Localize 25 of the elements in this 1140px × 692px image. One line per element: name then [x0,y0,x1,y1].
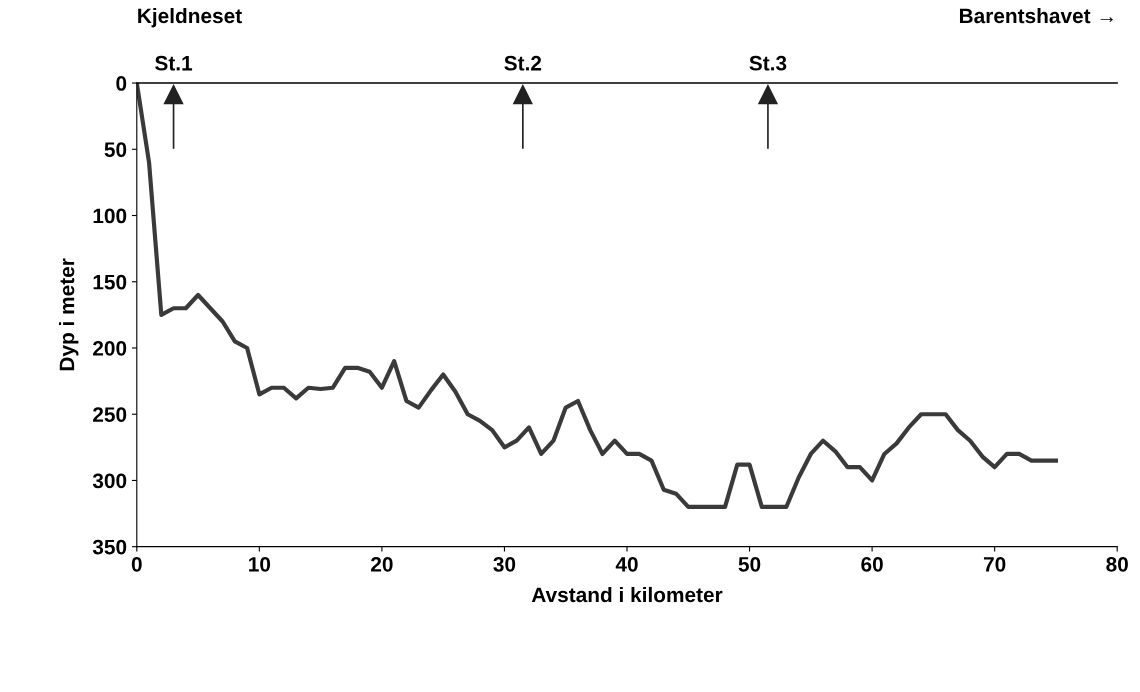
text: Barentshavet → [959,7,1113,24]
y-tick-label: 350 [92,539,127,555]
y-tick-label: 150 [93,274,127,290]
y-axis-title: Dyp i meter [59,258,79,371]
ref-line-label: St.3 [749,55,787,71]
x-tick-label: 80 [1106,556,1128,572]
x-tick-label: 0 [131,556,142,572]
y-tick-label: 50 [104,142,127,158]
ref-line-label: St.1 [155,55,193,71]
x-tick-label: 40 [615,556,638,572]
y-tick-label: 250 [93,407,127,422]
x-tick-label: 60 [861,556,883,572]
y-tick-label: 200 [93,340,127,356]
x-axis-title: Avstand i kilometer [531,586,723,603]
x-tick-label: 50 [738,556,761,572]
x-tick-label: 10 [249,556,271,572]
y-tick-label: 300 [92,473,127,489]
x-tick-label: 30 [493,556,516,572]
line-series [136,83,1059,510]
y-tick-label: 0 [116,76,127,91]
y-tick-label: 100 [93,208,127,224]
x-tick-label: 70 [983,556,1006,572]
text: Kjeldneset [138,7,242,28]
ref-line-label: St.2 [504,55,542,71]
x-tick-label: 20 [371,556,393,572]
